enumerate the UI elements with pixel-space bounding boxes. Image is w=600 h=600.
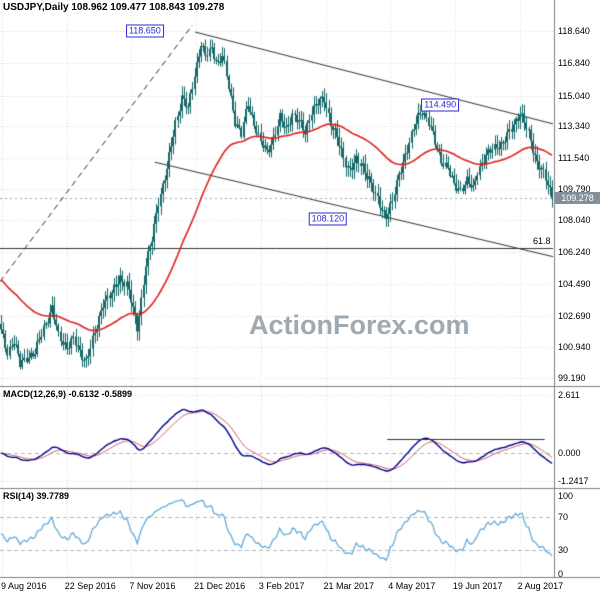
rsi-axis-tick: 100 (558, 491, 574, 501)
date-axis-label: 3 Feb 2017 (258, 581, 305, 591)
price-axis-tick: 109.790 (558, 184, 591, 195)
price-axis-tick: 100.940 (558, 341, 591, 352)
date-axis-label: 9 Aug 2016 (1, 581, 47, 591)
macd-axis-tick: 0.000 (558, 448, 581, 459)
rsi-axis-tick: 70 (558, 511, 569, 522)
price-annotation: 108.120 (308, 212, 348, 226)
date-axis-label: 7 Nov 2016 (129, 581, 176, 591)
date-axis-label: 19 Jun 2017 (452, 581, 503, 591)
price-axis-tick: 106.240 (558, 247, 591, 258)
macd-axis-tick: 2.611 (558, 389, 580, 400)
price-axis-tick: 115.040 (558, 90, 590, 101)
date-axis-label: 21 Dec 2016 (194, 581, 246, 591)
macd-indicator-label: MACD(12,26,9) -0.6132 -0.5899 (3, 389, 133, 399)
current-price-tag: 109.278 (555, 192, 600, 205)
price-axis-tick: 108.040 (558, 215, 591, 226)
price-annotation: 118.650 (125, 24, 164, 38)
price-axis-tick: 113.340 (558, 120, 590, 131)
price-axis-tick: 118.640 (558, 26, 590, 37)
date-axis-label: 21 Mar 2017 (323, 581, 375, 591)
date-axis-label: 2 Aug 2017 (517, 581, 564, 591)
date-axis-label: 4 May 2017 (388, 581, 436, 591)
rsi-axis-tick: 30 (558, 545, 569, 556)
price-axis-tick: 102.690 (558, 310, 591, 321)
price-axis-tick: 99.190 (558, 373, 586, 384)
price-axis-tick: 111.540 (558, 152, 590, 163)
price-axis-tick: 116.840 (558, 58, 590, 69)
price-axis-tick: 104.490 (558, 278, 591, 289)
chart-title: USDJPY,Daily 108.962 109.477 108.843 109… (3, 2, 225, 13)
rsi-indicator-label: RSI(14) 39.7789 (3, 491, 70, 501)
rsi-axis-tick: 0 (558, 569, 564, 579)
watermark: ActionForex.com (249, 310, 470, 340)
price-annotation: 114.490 (421, 98, 460, 112)
date-axis-label: 22 Sep 2016 (64, 581, 116, 591)
macd-axis-tick: -1.2417 (558, 476, 589, 487)
fib-retracement-label: 61.8 (533, 235, 551, 246)
